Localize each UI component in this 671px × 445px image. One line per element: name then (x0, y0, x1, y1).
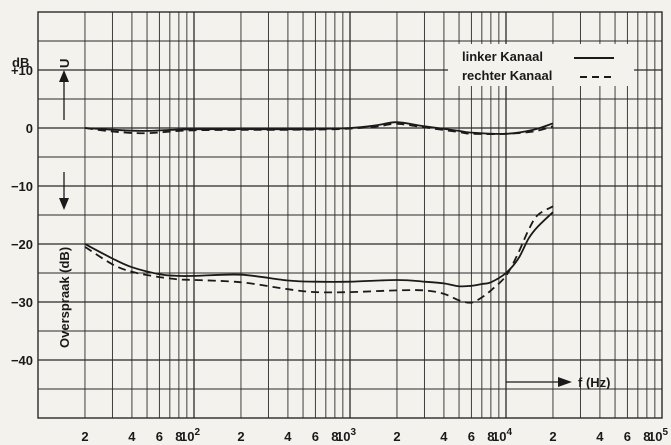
x-tick-label: 8 (487, 429, 494, 444)
crosstalk-curve-rechter (84, 205, 554, 304)
crosstalk-axis-label: Overspraak (dB) (57, 247, 72, 348)
y-tick-label: +10 (11, 63, 33, 78)
x-tick-label: 4 (128, 429, 136, 444)
x-tick-label: 2 (237, 429, 244, 444)
legend-label-rechter: rechter Kanaal (462, 68, 552, 83)
crosstalk-arrow: Overspraak (dB) (57, 172, 72, 348)
legend-label-linker: linker Kanaal (462, 49, 543, 64)
chart-curves (84, 121, 554, 304)
chart-grid (37, 11, 663, 419)
response-curve-rechter (84, 122, 554, 135)
u-arrow-label: U (57, 59, 72, 68)
legend: linker Kanaal rechter Kanaal (448, 44, 634, 86)
y-tick-label: −10 (11, 179, 33, 194)
x-tick-label: 8 (175, 429, 182, 444)
x-tick-label: 6 (624, 429, 631, 444)
x-tick-label: 6 (156, 429, 163, 444)
u-arrow: U (57, 59, 72, 120)
x-tick-label: 102 (180, 427, 200, 444)
x-tick-label: 2 (81, 429, 88, 444)
y-tick-label: −30 (11, 295, 33, 310)
x-tick-label: 4 (596, 429, 604, 444)
x-tick-label: 6 (312, 429, 319, 444)
y-unit-label: dB (12, 55, 29, 70)
x-tick-label: 105 (648, 427, 668, 444)
y-tick-label: 0 (26, 121, 33, 136)
f-arrow: f (Hz) (506, 375, 611, 390)
x-axis-label: f (Hz) (578, 375, 611, 390)
x-tick-label: 104 (492, 427, 512, 444)
y-tick-label: −20 (11, 237, 33, 252)
x-tick-label: 8 (643, 429, 650, 444)
x-tick-label: 6 (468, 429, 475, 444)
x-tick-label: 4 (284, 429, 292, 444)
x-tick-label: 4 (440, 429, 448, 444)
x-tick-label: 103 (336, 427, 356, 444)
x-tick-label: 8 (331, 429, 338, 444)
y-tick-label: −40 (11, 353, 33, 368)
y-tick-labels: +10 0 −10 −20 −30 −40 (11, 63, 33, 368)
x-tick-label: 2 (393, 429, 400, 444)
x-tick-label: 2 (549, 429, 556, 444)
crosstalk-curve-linker (84, 211, 554, 288)
